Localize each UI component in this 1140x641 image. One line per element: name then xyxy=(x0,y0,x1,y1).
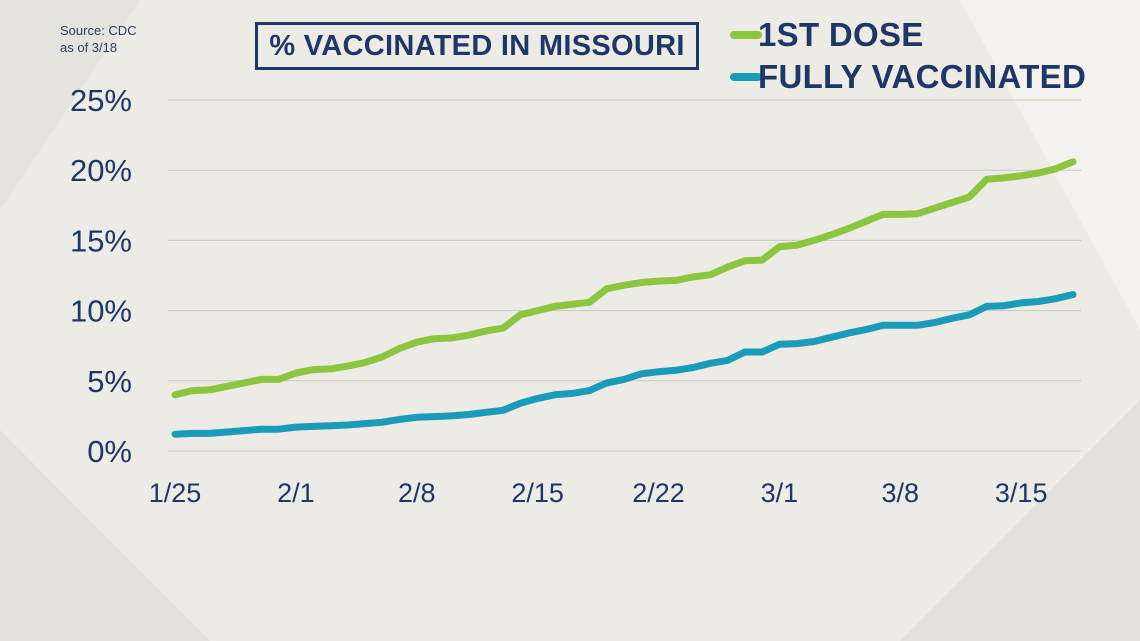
x-tick-label: 3/8 xyxy=(882,478,920,508)
legend-item-first-dose: 1ST DOSE xyxy=(730,14,1086,56)
x-tick-label: 2/1 xyxy=(277,478,315,508)
x-tick-label: 1/25 xyxy=(149,478,202,508)
background-shape xyxy=(960,0,1140,330)
x-tick-label: 2/8 xyxy=(398,478,436,508)
legend-swatch-first-dose xyxy=(730,31,762,39)
legend-label-fully-vaccinated: FULLY VACCINATED xyxy=(758,58,1087,95)
series-line-fully-vaccinated xyxy=(171,291,1077,438)
legend: 1ST DOSE FULLY VACCINATED xyxy=(730,14,1086,98)
series-line-first-dose xyxy=(171,158,1077,399)
background-shape xyxy=(0,0,140,210)
legend-label-first-dose: 1ST DOSE xyxy=(758,16,924,53)
legend-swatch-fully-vaccinated xyxy=(730,73,762,81)
x-tick-label: 2/22 xyxy=(632,478,685,508)
source-note: Source: CDC as of 3/18 xyxy=(60,22,137,56)
background-shape xyxy=(0,430,210,641)
y-tick-label: 0% xyxy=(87,434,132,469)
as-of-line: as of 3/18 xyxy=(60,40,118,55)
source-line: Source: CDC xyxy=(60,23,137,38)
y-tick-label: 25% xyxy=(70,83,132,118)
y-tick-label: 15% xyxy=(70,223,132,258)
background-shape xyxy=(900,400,1140,641)
chart-title: % VACCINATED IN MISSOURI xyxy=(255,22,699,70)
x-tick-label: 2/15 xyxy=(511,478,564,508)
x-tick-label: 3/15 xyxy=(995,478,1048,508)
legend-item-fully-vaccinated: FULLY VACCINATED xyxy=(730,56,1086,98)
x-tick-label: 3/1 xyxy=(761,478,799,508)
y-tick-label: 10% xyxy=(70,294,132,329)
y-tick-label: 5% xyxy=(87,364,132,399)
y-tick-label: 20% xyxy=(70,153,132,188)
